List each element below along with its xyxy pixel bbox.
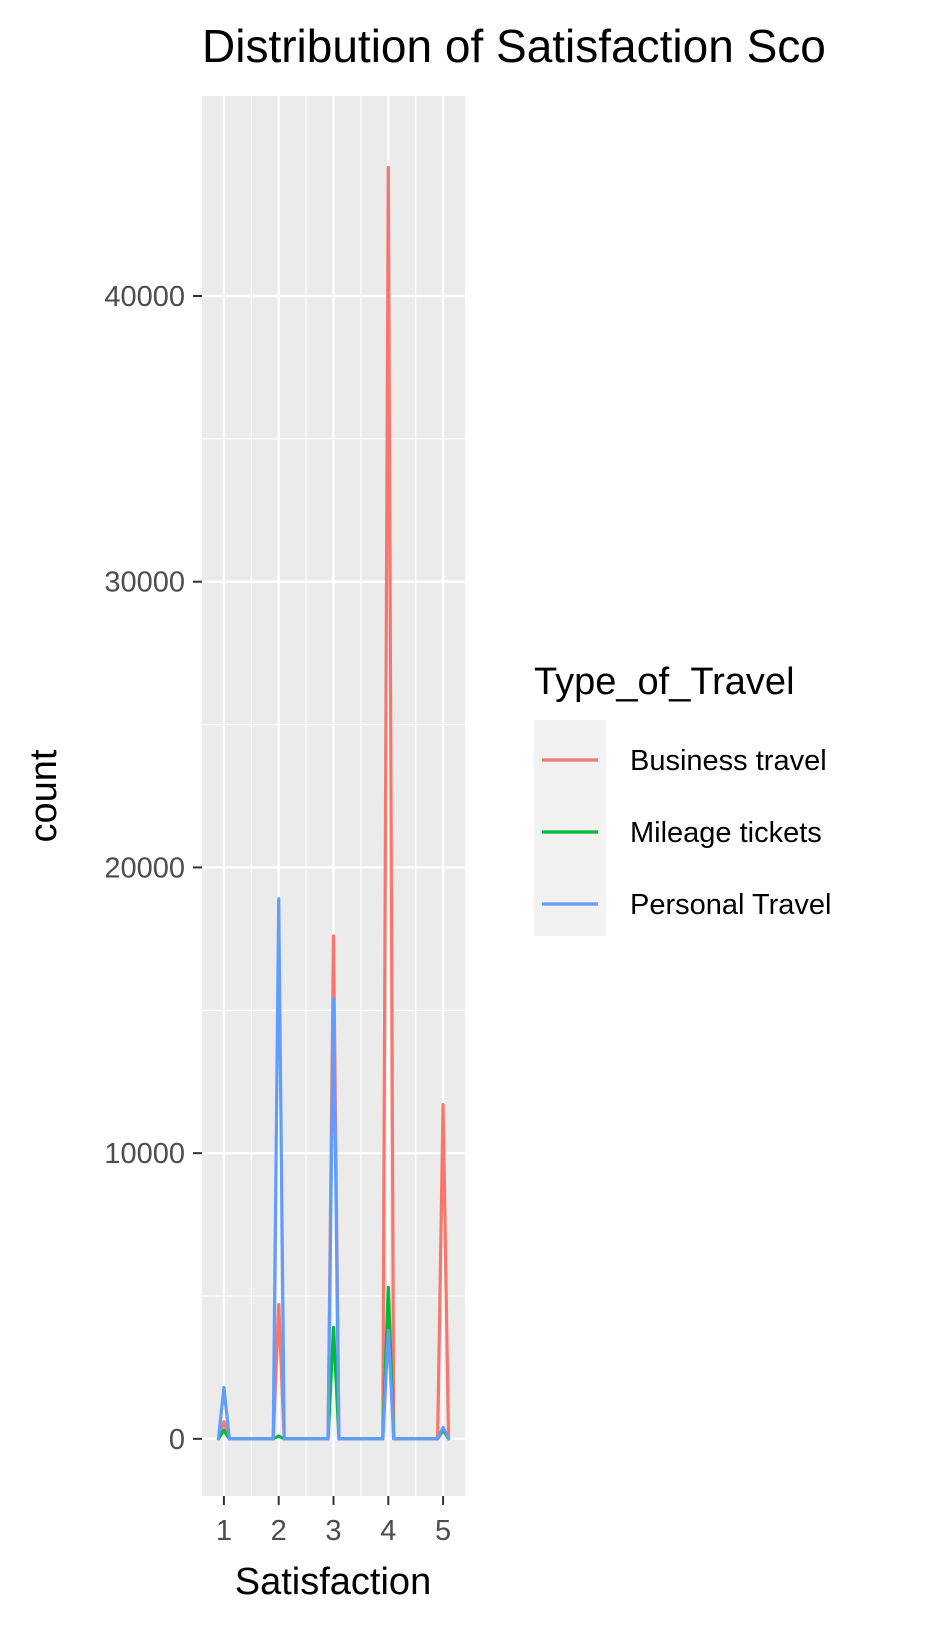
y-tick-label: 40000 (104, 281, 185, 313)
x-tick-label: 5 (435, 1515, 451, 1547)
chart-title: Distribution of Satisfaction Sco (202, 20, 826, 72)
x-axis-title: Satisfaction (235, 1561, 431, 1603)
x-tick-label: 3 (325, 1515, 341, 1547)
legend-label-personal-travel: Personal Travel (630, 889, 832, 921)
grid-layer (202, 96, 465, 1496)
x-tick-label: 4 (380, 1515, 396, 1547)
x-tick-label: 2 (271, 1515, 287, 1547)
legend-title: Type_of_Travel (534, 661, 795, 703)
y-tick-label: 30000 (104, 567, 185, 599)
axis-layer: 1 2 3 4 5 0 10000 20000 30000 40000 (104, 281, 451, 1547)
y-tick-label: 10000 (104, 1138, 185, 1170)
x-tick-label: 1 (216, 1515, 232, 1547)
y-tick-label: 20000 (104, 852, 185, 884)
y-axis-title: count (23, 749, 65, 842)
legend-label-business-travel: Business travel (630, 745, 827, 777)
legend-label-mileage-tickets: Mileage tickets (630, 817, 822, 849)
legend-key-background (534, 720, 606, 936)
series-layer (216, 165, 451, 1441)
y-tick-label: 0 (169, 1424, 185, 1456)
legend: Type_of_Travel Business travel Mileage ti… (534, 661, 832, 936)
series-line-personal-travel (216, 897, 451, 1441)
legend-items: Business travel Mileage tickets Personal T… (542, 745, 832, 921)
